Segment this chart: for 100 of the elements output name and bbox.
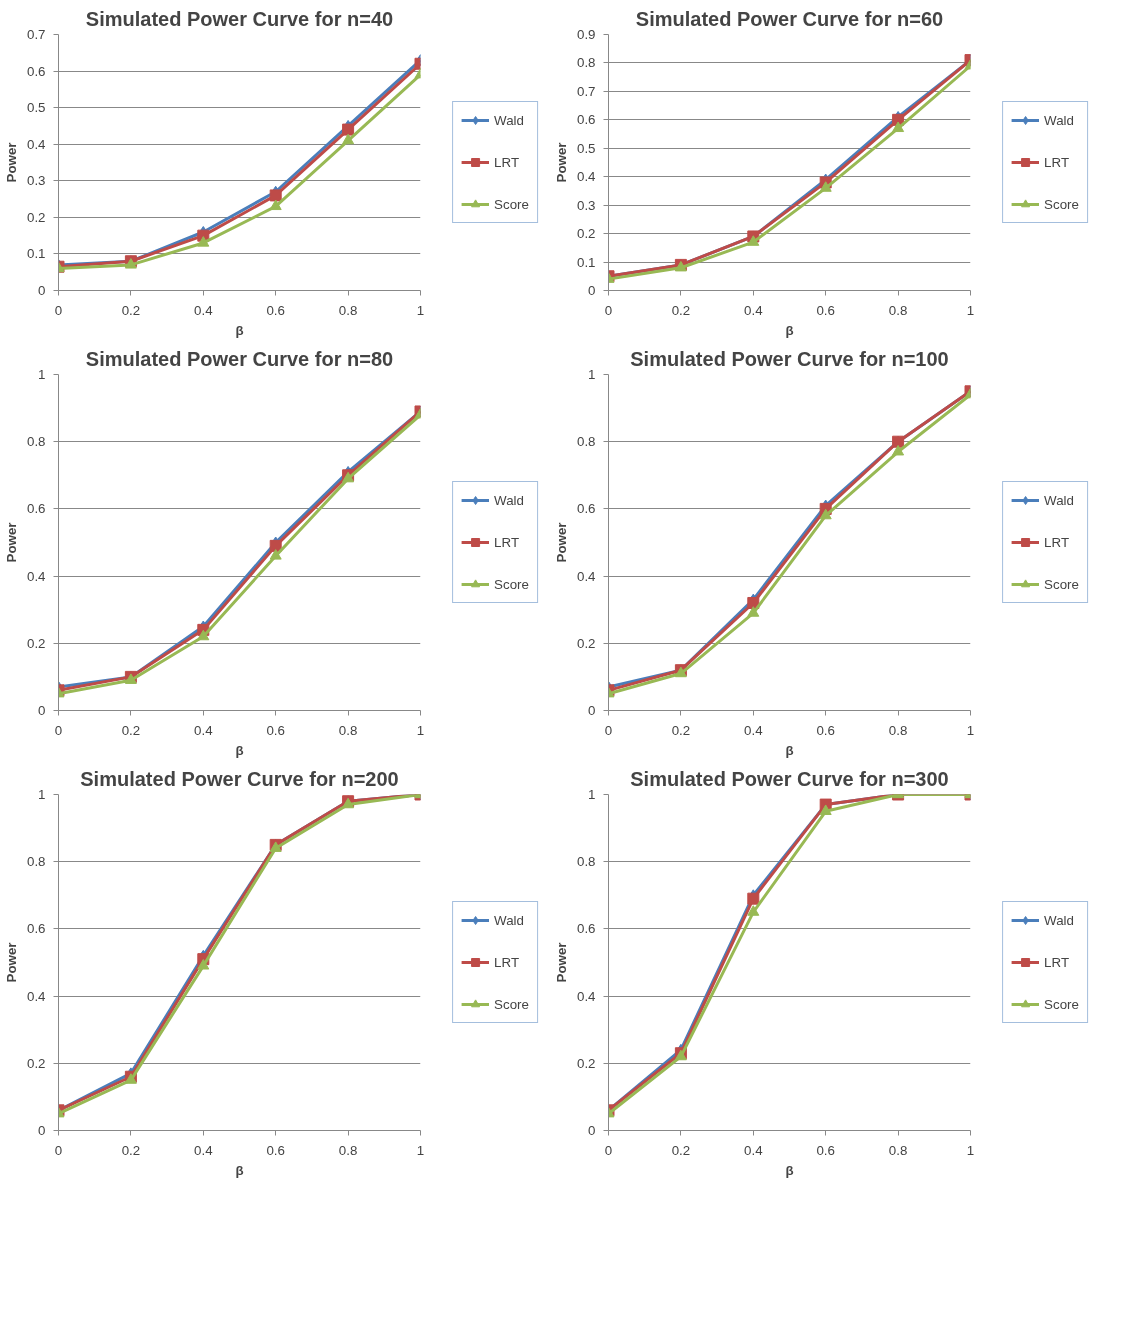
chart-title: Simulated Power Curve for n=60: [635, 7, 944, 30]
y-tick-label: 0.2: [26, 209, 46, 225]
y-tick-label: 0.2: [576, 635, 596, 651]
legend-label: LRT: [1044, 534, 1070, 550]
x-tick-label: 0.2: [671, 302, 691, 318]
y-tick-label: 0.4: [26, 136, 47, 152]
x-tick-label: 1: [966, 1142, 975, 1158]
y-tick-label: 0.2: [576, 226, 596, 242]
x-tick-label: 0.8: [338, 302, 358, 318]
x-tick-label: 0: [54, 1142, 63, 1158]
y-tick-label: 0.9: [576, 27, 596, 42]
x-tick-label: 0.6: [816, 1142, 835, 1158]
y-tick-label: 0.8: [576, 434, 596, 450]
legend-label: Wald: [494, 492, 524, 508]
x-tick-label: 0: [54, 302, 63, 318]
y-tick-label: 0.6: [26, 501, 46, 517]
y-tick-label: 1: [588, 367, 596, 382]
x-axis-title: β: [785, 322, 794, 338]
legend-label: Score: [1044, 576, 1079, 592]
y-tick-label: 0: [588, 1123, 596, 1138]
y-tick-label: 0.1: [576, 254, 596, 270]
x-tick-label: 0.6: [266, 722, 285, 738]
x-tick-label: 0.8: [888, 302, 908, 318]
y-axis-title: Power: [3, 942, 19, 983]
y-tick-label: 0: [38, 1123, 46, 1138]
x-tick-label: 0: [604, 302, 613, 318]
y-tick-label: 0.7: [26, 27, 46, 42]
y-tick-label: 0: [38, 703, 46, 718]
x-tick-label: 0.4: [194, 722, 214, 738]
legend-label: Wald: [494, 912, 524, 928]
legend-label: Score: [1044, 996, 1079, 1012]
x-tick-label: 1: [416, 722, 425, 738]
y-tick-label: 0.8: [26, 854, 46, 870]
x-tick-label: 0.2: [671, 1142, 691, 1158]
y-tick-label: 0.8: [26, 434, 46, 450]
x-tick-label: 0.4: [744, 722, 764, 738]
x-tick-label: 0: [54, 722, 63, 738]
y-tick-label: 0.2: [26, 1055, 46, 1071]
x-tick-label: 1: [966, 302, 975, 318]
y-axis-title: Power: [553, 522, 569, 563]
y-tick-label: 0.8: [576, 55, 596, 71]
legend-label: Score: [494, 196, 529, 212]
y-tick-label: 0.4: [26, 988, 47, 1004]
y-tick-label: 0.5: [576, 140, 596, 156]
x-tick-label: 0.2: [121, 302, 141, 318]
y-tick-label: 0.6: [26, 63, 46, 79]
x-tick-label: 0.4: [194, 302, 214, 318]
y-tick-label: 0.4: [576, 988, 597, 1004]
y-tick-label: 0.8: [576, 854, 596, 870]
x-axis-title: β: [785, 1162, 794, 1178]
y-tick-label: 0.4: [26, 568, 47, 584]
x-tick-label: 0.2: [671, 722, 691, 738]
x-axis-title: β: [235, 742, 244, 758]
y-tick-label: 1: [38, 787, 46, 802]
y-axis-title: Power: [3, 522, 19, 563]
chart-title: Simulated Power Curve for n=40: [85, 7, 394, 30]
y-tick-label: 0.3: [26, 173, 46, 189]
x-tick-label: 0.6: [816, 722, 835, 738]
y-tick-label: 0.2: [576, 1055, 596, 1071]
y-tick-label: 0.6: [576, 921, 596, 937]
x-tick-label: 0.4: [744, 1142, 764, 1158]
x-tick-label: 0: [604, 1142, 613, 1158]
legend-label: Wald: [1044, 912, 1074, 928]
x-tick-label: 1: [966, 722, 975, 738]
x-tick-label: 1: [416, 1142, 425, 1158]
x-tick-label: 0.4: [744, 302, 764, 318]
legend-label: LRT: [494, 534, 520, 550]
x-axis-title: β: [235, 322, 244, 338]
legend-label: LRT: [1044, 954, 1070, 970]
legend-label: Score: [1044, 196, 1079, 212]
x-tick-label: 0.6: [816, 302, 835, 318]
y-tick-label: 0.7: [576, 83, 596, 99]
chart-title: Simulated Power Curve for n=300: [630, 767, 949, 790]
y-tick-label: 0.1: [26, 246, 46, 262]
y-tick-label: 0.4: [576, 568, 597, 584]
y-tick-label: 0.4: [576, 169, 597, 185]
chart-title: Simulated Power Curve for n=80: [85, 347, 394, 370]
y-tick-label: 0.3: [576, 197, 596, 213]
y-axis-title: Power: [3, 142, 19, 183]
y-tick-label: 0: [588, 703, 596, 718]
y-tick-label: 0.6: [576, 501, 596, 517]
y-axis-title: Power: [553, 142, 569, 183]
x-axis-title: β: [785, 742, 794, 758]
x-tick-label: 0.8: [338, 1142, 358, 1158]
y-tick-label: 0: [588, 283, 596, 298]
chart-title: Simulated Power Curve for n=200: [80, 767, 399, 790]
y-axis-title: Power: [553, 942, 569, 983]
y-tick-label: 0.6: [26, 921, 46, 937]
y-tick-label: 0.5: [26, 100, 46, 116]
legend-label: Wald: [1044, 112, 1074, 128]
legend-label: LRT: [494, 154, 520, 170]
x-tick-label: 0.8: [338, 722, 358, 738]
x-tick-label: 0.6: [266, 1142, 285, 1158]
legend-label: Score: [494, 576, 529, 592]
x-tick-label: 0.8: [888, 722, 908, 738]
chart-title: Simulated Power Curve for n=100: [630, 347, 949, 370]
x-tick-label: 0: [604, 722, 613, 738]
x-tick-label: 0.2: [121, 1142, 141, 1158]
x-tick-label: 0.4: [194, 1142, 214, 1158]
x-tick-label: 0.6: [266, 302, 285, 318]
